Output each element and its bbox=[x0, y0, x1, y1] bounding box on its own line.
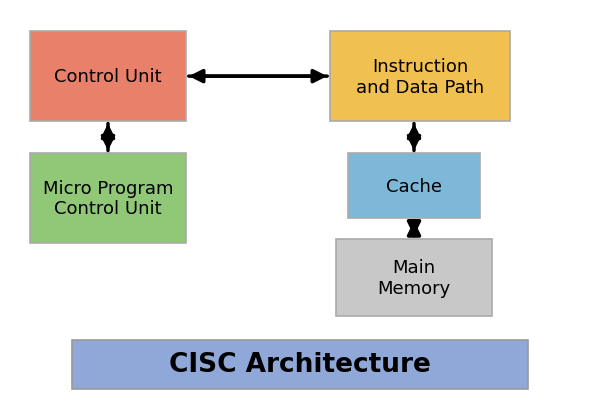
FancyBboxPatch shape bbox=[30, 154, 186, 243]
FancyBboxPatch shape bbox=[30, 32, 186, 122]
Text: Control Unit: Control Unit bbox=[54, 68, 162, 86]
FancyBboxPatch shape bbox=[330, 32, 510, 122]
FancyBboxPatch shape bbox=[336, 239, 492, 316]
FancyBboxPatch shape bbox=[72, 340, 528, 389]
Text: Main
Memory: Main Memory bbox=[377, 258, 451, 297]
Text: Cache: Cache bbox=[386, 177, 442, 195]
Text: Micro Program
Control Unit: Micro Program Control Unit bbox=[43, 179, 173, 218]
Text: CISC Architecture: CISC Architecture bbox=[169, 352, 431, 377]
Text: Instruction
and Data Path: Instruction and Data Path bbox=[356, 58, 484, 96]
FancyBboxPatch shape bbox=[348, 154, 480, 219]
